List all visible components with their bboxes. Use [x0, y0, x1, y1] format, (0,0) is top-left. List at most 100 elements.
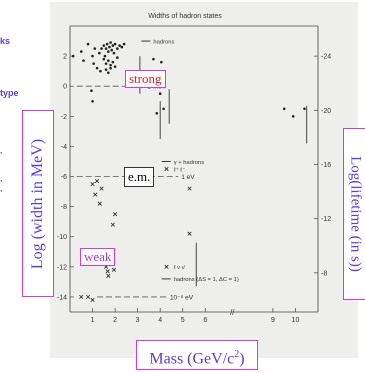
data-point: [120, 45, 124, 49]
data-point: [90, 181, 95, 187]
data-point: [112, 51, 116, 55]
data-point: [111, 267, 117, 272]
data-point: [107, 71, 110, 74]
sidebar-fragment-2: type: [0, 88, 19, 98]
y-tick-label-left: -6: [61, 174, 67, 181]
y-axis-label-right-text: Log(lifetime (in s)): [347, 156, 364, 272]
data-point: [109, 66, 112, 70]
data-point: [158, 92, 162, 96]
data-point: [85, 294, 91, 300]
legend-entry: hadrons: [153, 39, 174, 45]
x-axis-label-text: Mass (GeV/c: [149, 350, 235, 368]
data-point: [113, 65, 117, 68]
data-point: [291, 115, 295, 118]
x-axis-label: Mass (GeV/c2): [136, 340, 258, 370]
data-point: [104, 47, 108, 50]
x-tick-label: 9: [271, 317, 275, 324]
x-tick-label: 10: [292, 317, 300, 324]
data-point: [99, 186, 104, 191]
y-tick-label-left: 0: [63, 84, 67, 91]
data-point: [113, 212, 118, 217]
y-tick-label-right: -24: [321, 54, 331, 61]
chart-title: Widths of hadron states: [148, 13, 222, 20]
x-tick-label: 4: [158, 317, 162, 324]
data-point: [282, 107, 286, 111]
sidebar-fragment-1: ks: [0, 36, 11, 46]
x-axis-label-superscript: 2: [234, 349, 240, 360]
data-point: [100, 47, 103, 50]
data-point: [71, 54, 75, 58]
data-point: [162, 107, 165, 111]
data-point: [104, 62, 108, 65]
legend-marker: [164, 166, 169, 172]
data-point: [103, 54, 107, 58]
legend-entry: ℓ⁺ ℓ⁻: [174, 166, 185, 173]
data-point: [98, 51, 101, 55]
reference-line-label: 10⁻⁸ eV: [170, 294, 194, 301]
data-point: [107, 59, 110, 62]
data-point: [116, 56, 119, 59]
legend-entry: ℓ ν ν̄: [174, 265, 186, 271]
y-axis-label-left: Log (width in MeV): [22, 110, 54, 297]
data-point: [108, 45, 111, 49]
data-point: [102, 44, 106, 47]
data-point: [86, 42, 90, 46]
data-point: [104, 68, 108, 71]
data-point: [82, 59, 85, 62]
data-point: [111, 60, 115, 64]
data-point: [93, 192, 98, 197]
data-point: [97, 201, 102, 206]
sidebar-dot-1: ·: [0, 148, 3, 158]
data-point: [93, 47, 97, 50]
y-tick-label-left: 2: [63, 54, 67, 61]
data-point: [187, 231, 192, 236]
data-point: [90, 89, 93, 93]
data-point: [116, 47, 119, 50]
y-axis-label-right: Log(lifetime (in s)): [343, 128, 365, 300]
data-point: [105, 269, 110, 274]
data-point: [187, 186, 192, 191]
y-tick-label-left: -14: [57, 294, 67, 301]
data-point: [106, 273, 111, 278]
y-tick-label-left: -2: [61, 114, 67, 121]
data-point: [160, 60, 163, 64]
data-point: [92, 62, 95, 65]
data-point: [109, 63, 112, 67]
y-tick-label-right: -12: [321, 216, 331, 223]
x-tick-label: 1: [91, 317, 95, 324]
x-tick-label: 2: [113, 317, 117, 324]
data-point: [109, 41, 112, 44]
data-point: [113, 42, 117, 46]
data-point: [102, 57, 106, 61]
data-point: [111, 44, 115, 47]
axis-break-mark: //: [230, 308, 235, 317]
y-tick-label-right: -16: [321, 162, 331, 169]
sidebar-dot-2: ·: [0, 176, 3, 186]
data-point: [303, 107, 306, 111]
legend-entry: hadrons (ΔS = 1, ΔC = 1): [174, 277, 239, 283]
data-point: [110, 222, 115, 227]
data-point: [110, 48, 114, 52]
y-tick-label-left: -10: [57, 234, 67, 241]
data-point: [91, 54, 94, 58]
data-point: [118, 44, 121, 47]
y-tick-label-left: -4: [61, 144, 67, 151]
data-point: [105, 42, 109, 46]
data-point: [155, 112, 159, 115]
region-label-strong: strong: [125, 70, 166, 88]
y-tick-label-right: -20: [321, 108, 331, 115]
x-tick-label: 6: [203, 317, 207, 324]
data-point: [122, 42, 126, 46]
legend-marker: [164, 264, 169, 269]
y-tick-label-left: -8: [61, 204, 67, 211]
region-label-weak: weak: [80, 248, 116, 266]
data-point: [152, 57, 155, 61]
legend-entry: γ + hadrons: [174, 160, 205, 166]
data-point: [94, 178, 100, 184]
x-tick-label: 3: [136, 317, 140, 324]
y-tick-label-left: -12: [57, 264, 67, 271]
y-tick-label-right: -8: [321, 270, 327, 277]
region-label-em: e.m.: [124, 167, 155, 187]
reference-line-label: 1 eV: [181, 174, 195, 181]
